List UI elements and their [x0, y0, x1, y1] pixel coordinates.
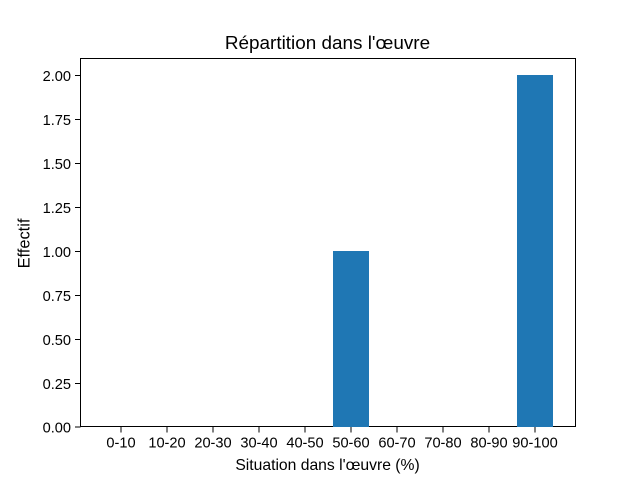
svg-text:40-50: 40-50: [286, 436, 323, 452]
svg-text:80-90: 80-90: [470, 436, 507, 452]
svg-text:90-100: 90-100: [512, 436, 557, 452]
svg-text:Situation dans l'œuvre (%): Situation dans l'œuvre (%): [235, 457, 419, 474]
svg-text:Répartition dans l'œuvre: Répartition dans l'œuvre: [225, 33, 430, 54]
svg-text:1.00: 1.00: [43, 245, 71, 261]
svg-text:0.50: 0.50: [43, 333, 71, 349]
svg-text:50-60: 50-60: [332, 436, 369, 452]
svg-text:0.75: 0.75: [43, 289, 71, 305]
svg-text:70-80: 70-80: [424, 436, 461, 452]
svg-text:10-20: 10-20: [148, 436, 185, 452]
svg-text:0.25: 0.25: [43, 377, 71, 393]
svg-text:60-70: 60-70: [378, 436, 415, 452]
svg-text:1.75: 1.75: [43, 113, 71, 129]
svg-text:30-40: 30-40: [240, 436, 277, 452]
svg-text:0-10: 0-10: [106, 436, 135, 452]
svg-text:Effectif: Effectif: [16, 218, 34, 268]
svg-text:0.00: 0.00: [43, 421, 71, 437]
svg-text:1.50: 1.50: [43, 157, 71, 173]
svg-text:20-30: 20-30: [194, 436, 231, 452]
svg-text:1.25: 1.25: [43, 201, 71, 217]
svg-text:2.00: 2.00: [43, 69, 71, 85]
